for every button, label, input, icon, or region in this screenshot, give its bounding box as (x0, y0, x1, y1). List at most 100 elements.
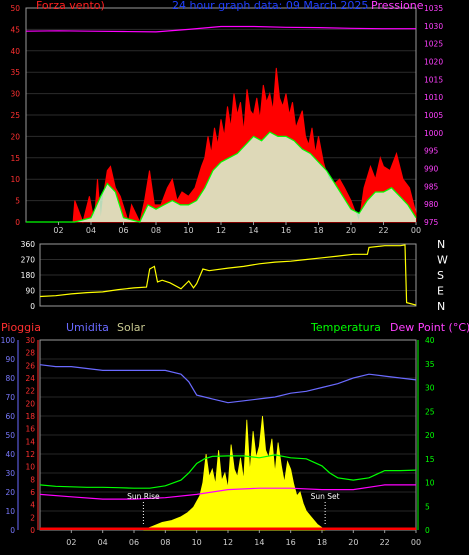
compass-label: E (437, 285, 444, 298)
temperature-tick-label: 15 (425, 455, 435, 464)
dewpoint-label: Dew Point (°C) (390, 321, 469, 334)
humidity-axis-ticks: 0 10 20 30 40 50 60 70 80 90 100 (1, 336, 16, 535)
series-humidity (39, 364, 417, 404)
wind-tick-label: 0 (15, 218, 20, 227)
wind-direction-series (39, 244, 417, 306)
wind-tick-label: 45 (10, 25, 20, 34)
wind-x-tick-label: 02 (53, 226, 63, 235)
wind-x-tick-label: 08 (151, 226, 161, 235)
chart-title: 24 hour graph data: 09 March 2025 (172, 0, 368, 12)
compass-label: S (437, 269, 444, 282)
pressure-tick-label: 1030 (424, 22, 443, 31)
temperature-x-tick-label: 18 (317, 538, 327, 547)
pressure-tick-label: 1005 (424, 111, 443, 120)
wind-tick-label: 5 (15, 197, 20, 206)
temperature-panel-x-ticks: 02 04 06 08 10 12 14 16 18 20 22 00 (66, 530, 421, 547)
wind-x-tick-label: 00 (411, 226, 421, 235)
series-temp (39, 484, 416, 500)
wind-axis-ticks: 0 5 10 15 20 25 30 35 40 45 50 (10, 4, 20, 227)
temperature-tick-label: 30 (425, 384, 435, 393)
humidity-tick-label: 40 (5, 450, 15, 459)
direction-tick-label: 270 (21, 256, 36, 265)
pressure-tick-label: 975 (424, 218, 439, 227)
solar-label: Solar (117, 321, 146, 334)
temperature-x-tick-label: 22 (380, 538, 390, 547)
rain-tick-label: 26 (25, 361, 35, 370)
wind-panel-series (25, 25, 417, 224)
wind-tick-label: 20 (10, 132, 20, 141)
wind-tick-label: 30 (10, 90, 20, 99)
compass-label: N (437, 238, 445, 251)
wind-x-tick-label: 12 (216, 226, 226, 235)
humidity-tick-label: 70 (5, 393, 15, 402)
temperature-tick-label: 40 (425, 336, 435, 345)
wind-tick-label: 35 (10, 68, 20, 77)
wind-x-tick-label: 22 (378, 226, 388, 235)
rain-tick-label: 22 (25, 387, 35, 396)
temperature-x-tick-label: 04 (98, 538, 108, 547)
rain-tick-label: 28 (25, 349, 35, 358)
pressure-series (25, 25, 416, 33)
humidity-tick-label: 50 (5, 431, 15, 440)
temperature-label: Temperatura (310, 321, 381, 334)
pressure-tick-label: 980 (424, 200, 439, 209)
wind-average-fill (26, 132, 416, 222)
wind-tick-label: 25 (10, 111, 20, 120)
rain-tick-label: 14 (25, 437, 35, 446)
rain-tick-label: 30 (25, 336, 35, 345)
rain-tick-label: 8 (30, 475, 35, 484)
temperature-tick-label: 20 (425, 431, 435, 440)
wind-panel-x-ticks: 02 04 06 08 10 12 14 16 18 20 22 00 (53, 222, 421, 235)
pressure-tick-label: 1025 (424, 40, 443, 49)
temperature-tick-label: 35 (425, 360, 435, 369)
rain-label: Pioggia (1, 321, 41, 334)
wind-x-tick-label: 10 (183, 226, 193, 235)
wind-tick-label: 50 (10, 4, 20, 13)
sun-annotation-label: Sun Set (311, 492, 340, 501)
rain-tick-label: 10 (25, 463, 35, 472)
temperature-tick-label: 5 (425, 502, 430, 511)
humidity-tick-label: 10 (5, 507, 15, 516)
humidity-tick-label: 80 (5, 374, 15, 383)
wind-x-tick-label: 16 (281, 226, 291, 235)
pressure-tick-label: 1015 (424, 75, 443, 84)
wind-x-tick-label: 14 (248, 226, 258, 235)
direction-panel-series (39, 244, 417, 306)
temperature-x-tick-label: 12 (223, 538, 233, 547)
solar-series (143, 415, 326, 531)
temperature-x-tick-label: 02 (66, 538, 76, 547)
compass-label: N (437, 300, 445, 313)
pressure-tick-label: 995 (424, 147, 439, 156)
humidity-tick-label: 100 (1, 336, 16, 345)
humidity-tick-label: 30 (5, 469, 15, 478)
direction-tick-label: 360 (21, 240, 36, 249)
rain-tick-label: 4 (30, 501, 35, 510)
pressure-tick-label: 1000 (424, 129, 443, 138)
wind-x-tick-label: 06 (118, 226, 128, 235)
pressure-tick-label: 1020 (424, 58, 443, 67)
temperature-x-tick-label: 14 (254, 538, 264, 547)
direction-axis-ticks: 0 90 180 270 360 (21, 240, 36, 311)
temperature-x-tick-label: 08 (160, 538, 170, 547)
wind-tick-label: 15 (10, 154, 20, 163)
sun-annotation-label: Sun Rise (127, 492, 160, 501)
rain-tick-label: 2 (30, 513, 35, 522)
wind-axis-label: Forza vento) (36, 0, 105, 12)
humidity-tick-label: 60 (5, 412, 15, 421)
temperature-x-tick-label: 06 (129, 538, 139, 547)
series-temp (39, 454, 417, 489)
temperature-tick-label: 10 (425, 479, 435, 488)
wind-average-series (26, 131, 417, 223)
direction-tick-label: 180 (21, 271, 36, 280)
temperature-panel-series (39, 364, 417, 531)
wind-tick-label: 40 (10, 47, 20, 56)
rain-tick-label: 12 (25, 450, 35, 459)
temperature-x-tick-label: 00 (411, 538, 421, 547)
wind-x-tick-label: 04 (86, 226, 96, 235)
pressure-tick-label: 1010 (424, 93, 443, 102)
pressure-axis-ticks: 975 980 985 990 995 1000 1005 1010 1015 1020 1025 1… (424, 4, 443, 227)
